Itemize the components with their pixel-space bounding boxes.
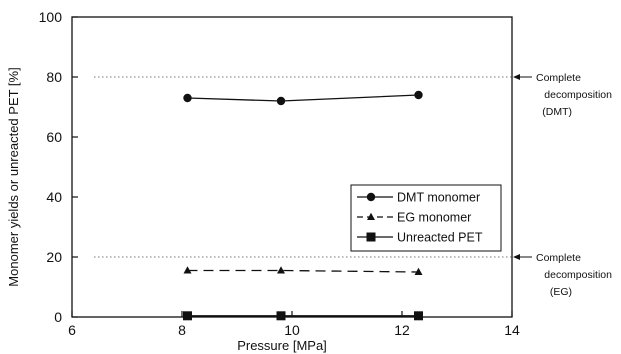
reference-label: (DMT) bbox=[542, 106, 572, 118]
reference-label: Complete bbox=[536, 72, 581, 84]
y-tick-label: 20 bbox=[46, 249, 62, 265]
plot-frame bbox=[71, 16, 513, 318]
y-tick-label: 60 bbox=[46, 129, 62, 145]
legend-marker bbox=[366, 232, 376, 242]
series-unreacted-pet bbox=[183, 311, 423, 321]
y-tick-label: 100 bbox=[39, 9, 63, 25]
reference-label: Complete bbox=[536, 252, 581, 264]
data-point bbox=[276, 311, 286, 321]
reference-label: decomposition bbox=[544, 89, 612, 101]
x-tick-label: 8 bbox=[178, 322, 186, 338]
data-point bbox=[414, 90, 423, 100]
x-tick-label: 14 bbox=[504, 322, 520, 338]
reference-arrow-head bbox=[513, 74, 520, 80]
reference-label: decomposition bbox=[544, 269, 612, 281]
reference-lines: Complete decomposition (DMT) Complete decomp… bbox=[94, 72, 612, 298]
y-tick-label: 80 bbox=[46, 69, 62, 85]
series-eg-monomer bbox=[183, 266, 423, 275]
data-point bbox=[183, 266, 192, 274]
data-point bbox=[276, 96, 286, 106]
x-tick-label: 6 bbox=[68, 322, 76, 338]
data-point bbox=[414, 267, 423, 275]
x-tick-label: 10 bbox=[284, 322, 300, 338]
series-line bbox=[187, 269, 419, 273]
x-axis-title: Pressure [MPa] bbox=[237, 338, 327, 353]
y-axis-title: Monomer yields or unreacted PET [%] bbox=[6, 67, 21, 286]
reference-label: (EG) bbox=[550, 286, 572, 298]
series-layer bbox=[183, 90, 423, 321]
series-line bbox=[187, 94, 419, 102]
legend-marker bbox=[367, 212, 375, 220]
legend: DMT monomer EG monomer Unreacted PET bbox=[350, 184, 502, 252]
data-point bbox=[183, 311, 192, 321]
legend-label: Unreacted PET bbox=[397, 231, 483, 245]
series-dmt-monomer bbox=[183, 90, 423, 106]
legend-marker bbox=[366, 192, 376, 202]
y-tick-label: 40 bbox=[46, 189, 62, 205]
data-point bbox=[277, 266, 285, 274]
x-tick-label: 12 bbox=[394, 322, 410, 338]
legend-label: DMT monomer bbox=[397, 191, 480, 205]
axes: 6 8 10 12 14 0 20 40 60 80 100 bbox=[39, 9, 520, 338]
data-point bbox=[183, 93, 192, 103]
legend-box bbox=[350, 184, 502, 252]
legend-label: EG monomer bbox=[397, 211, 471, 225]
y-tick-label: 0 bbox=[54, 309, 62, 325]
data-point bbox=[414, 311, 423, 321]
reference-arrow-head bbox=[513, 254, 520, 260]
